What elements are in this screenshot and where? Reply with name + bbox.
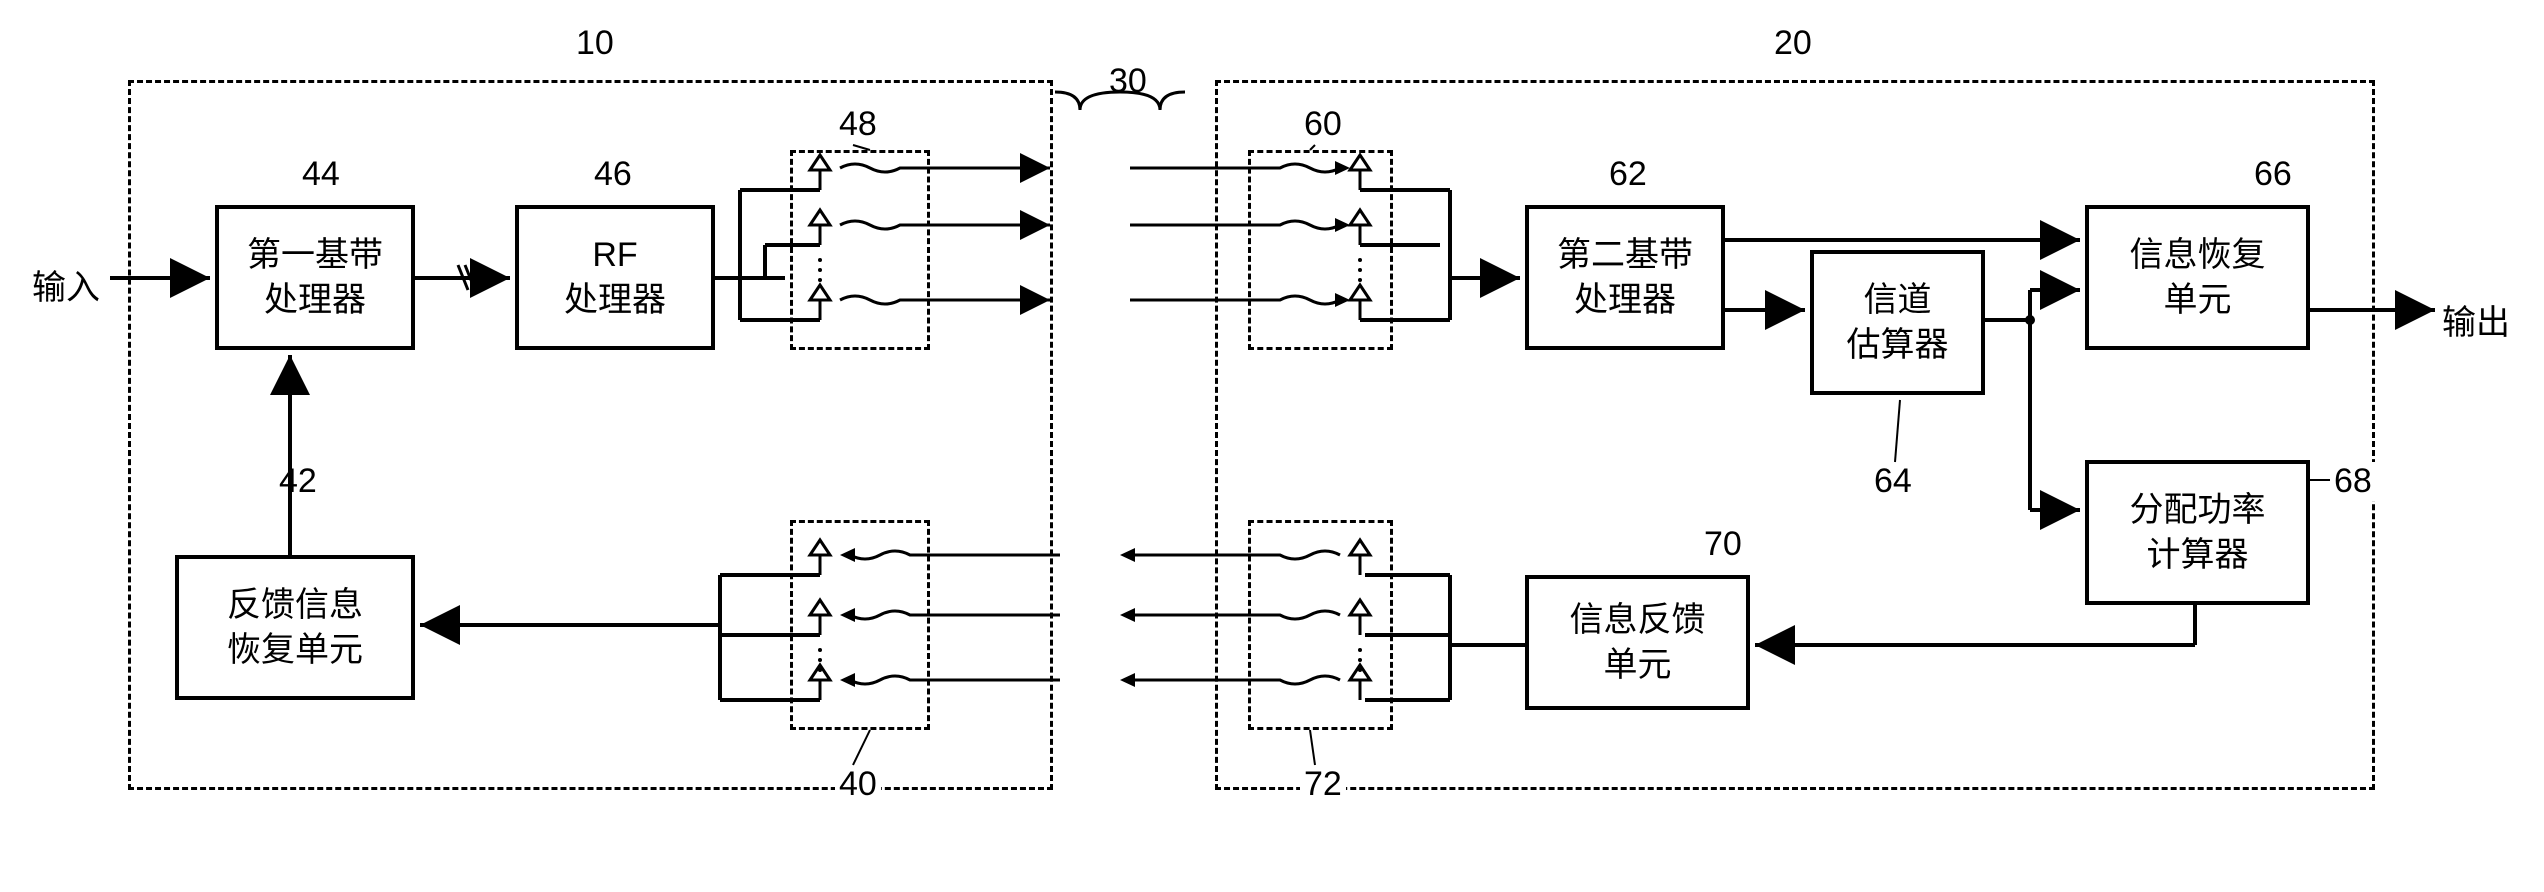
connections-svg — [20, 20, 2524, 872]
rf-out-48 — [840, 164, 1050, 304]
rf-in-40 — [840, 548, 1060, 687]
block-diagram: 第一基带处理器 RF处理器 反馈信息恢复单元 第二基带处理器 信道估算器 信息恢… — [20, 20, 2524, 872]
rf-out-72 — [1120, 548, 1340, 687]
antenna-group-60 — [1350, 155, 1370, 320]
rf-in-60 — [1130, 161, 1350, 307]
antenna-group-40 — [810, 540, 830, 700]
antenna-group-48 — [810, 155, 830, 320]
antenna-group-72 — [1350, 540, 1370, 700]
